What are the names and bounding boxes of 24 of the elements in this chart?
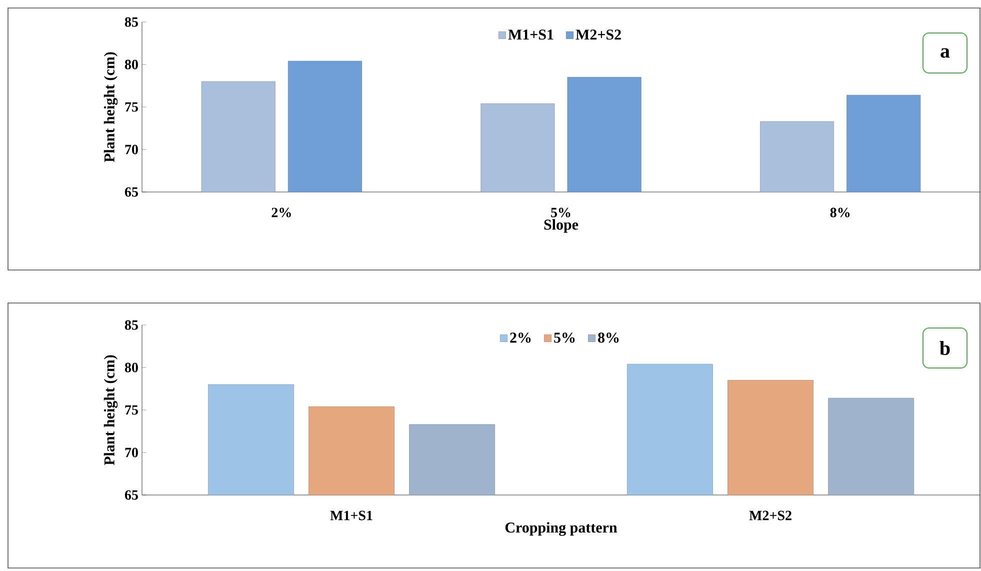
y-tick-label: 80 [124,60,138,70]
legend-label: 5% [554,332,575,343]
legend-label: 2% [510,332,531,343]
legend-label: 8% [598,332,619,343]
y-tick-label: 65 [124,187,138,197]
y-axis-title: Plant height (cm) [104,355,118,466]
legend-label: M1+S1 [508,30,554,40]
y-tick-label: 75 [125,405,138,415]
y-tick-label: 70 [125,144,138,154]
x-tick-label: 8% [830,208,850,218]
x-tick-label: 5% [551,208,570,218]
y-tick-label: 75 [125,102,138,112]
y-tick-label: 80 [124,362,138,372]
y-tick-label: 65 [124,490,138,500]
y-tick-label: 85 [124,320,138,330]
x-axis-title: Slope [544,219,578,233]
x-axis-title: Cropping pattern [505,522,618,536]
annotation: a [940,48,950,58]
annotation: b [940,340,950,356]
x-tick-label: 2% [272,208,291,218]
y-axis-title: Plant height (cm) [104,52,118,162]
y-tick-label: 85 [124,17,138,27]
legend-label: M2+S2 [576,30,621,40]
y-tick-label: 70 [125,448,138,458]
